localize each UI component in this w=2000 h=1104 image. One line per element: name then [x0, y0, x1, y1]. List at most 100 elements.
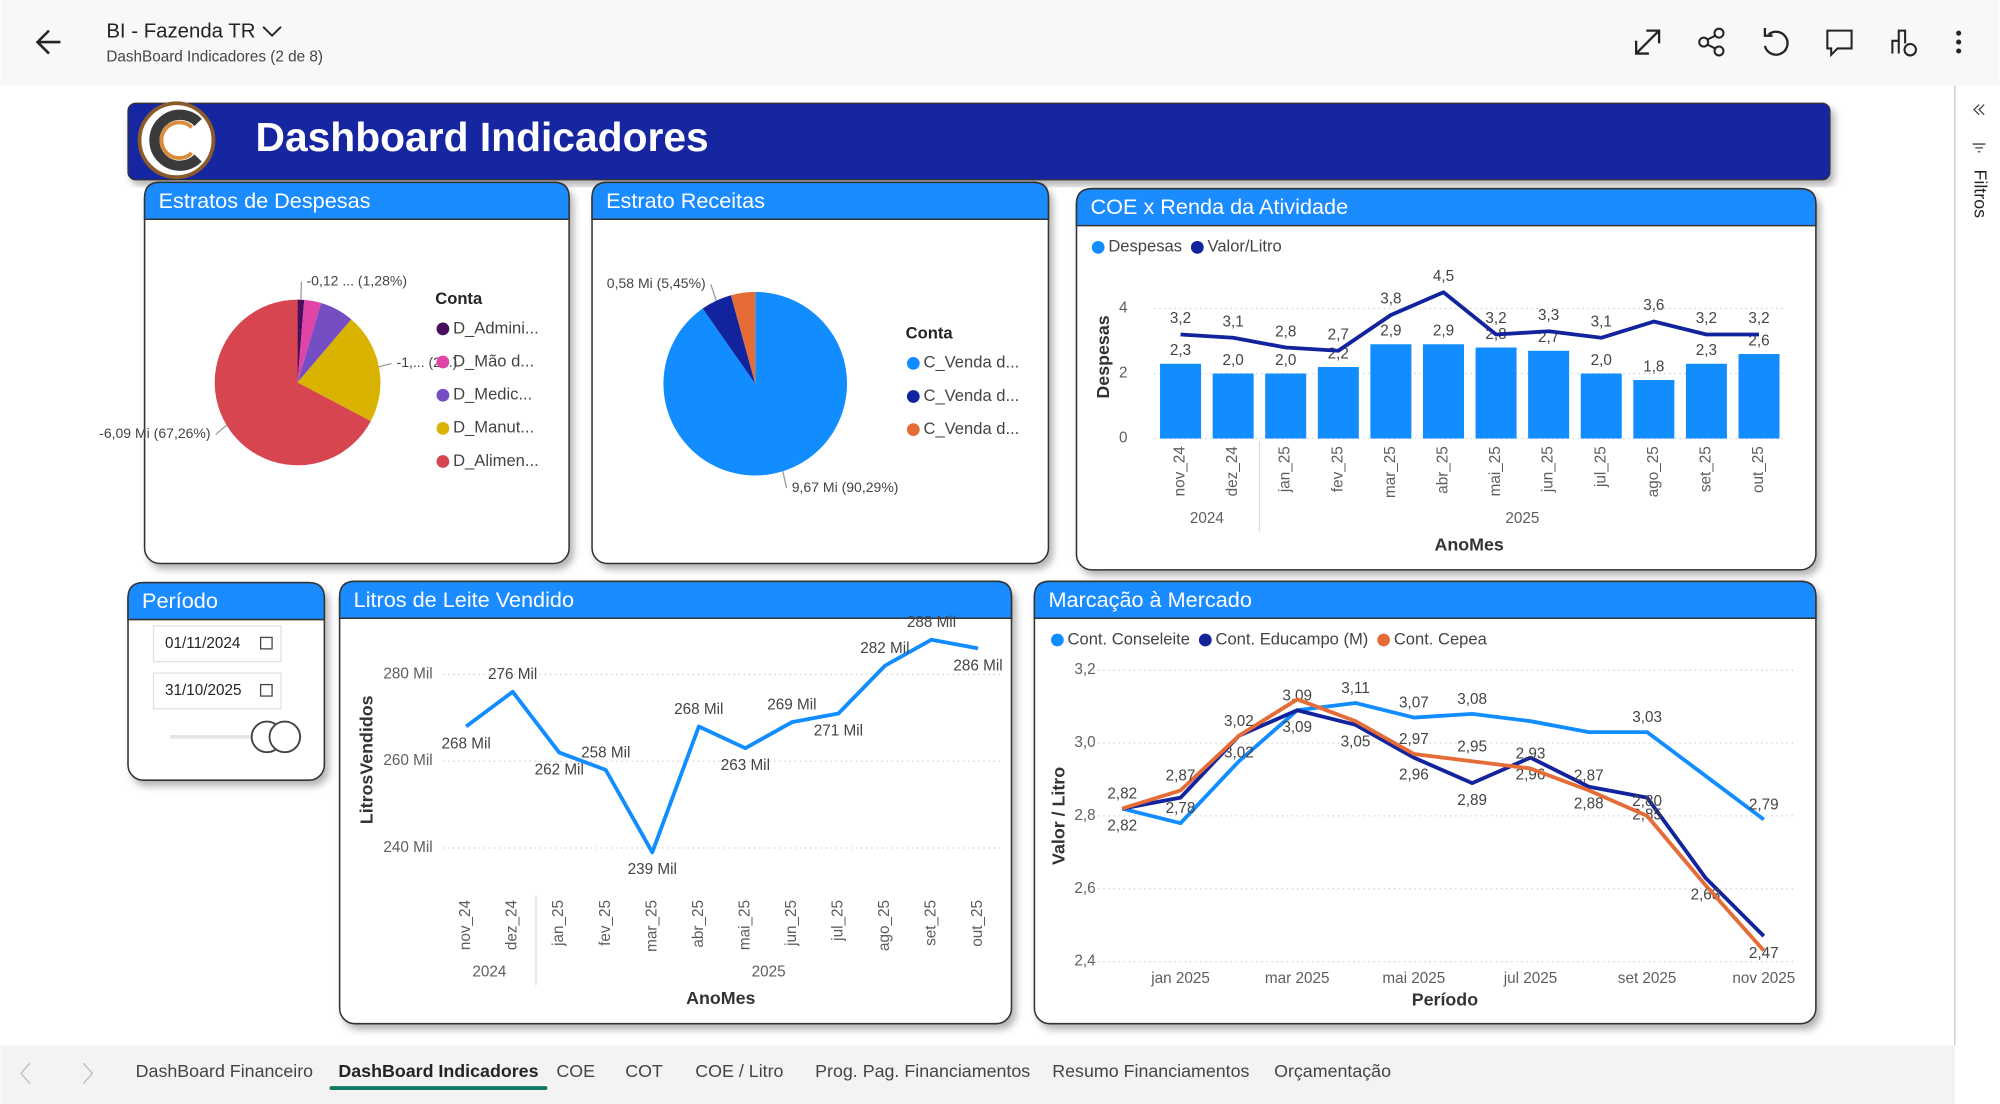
legend-label[interactable]: Cont. Educampo (M): [1216, 629, 1369, 648]
data-label: 2,95: [1457, 738, 1487, 755]
back-button[interactable]: [35, 29, 61, 55]
tab-prev[interactable]: [20, 1062, 31, 1085]
card-header: [1075, 187, 1817, 227]
legend-label[interactable]: C_Venda d...: [924, 353, 1020, 372]
x-tick-label: abr_25: [690, 900, 707, 948]
data-label: 9,67 Mi (90,29%): [792, 479, 899, 495]
data-label: 286 Mil: [953, 657, 1002, 674]
filter-icon: [1972, 143, 1986, 153]
page-tab[interactable]: Resumo Financiamentos: [1052, 1061, 1249, 1081]
legend-label[interactable]: Valor/Litro: [1208, 237, 1282, 256]
data-label: 2,3: [1170, 342, 1191, 359]
legend-label[interactable]: D_Manut...: [453, 418, 534, 437]
page-tab[interactable]: Orçamentação: [1274, 1061, 1391, 1081]
filter-collapse[interactable]: [1973, 104, 1985, 116]
slider-handle[interactable]: [268, 720, 302, 754]
x-tick-label: mai 2025: [1382, 970, 1445, 987]
report-title[interactable]: BI - Fazenda TR: [106, 20, 255, 42]
y-axis-title: Despesas: [1093, 315, 1113, 398]
x-tick-label: mar_25: [1382, 446, 1399, 498]
legend-label[interactable]: Cont. Cepea: [1394, 629, 1488, 648]
bar: [1475, 347, 1517, 439]
x-tick-label: jul_25: [1592, 446, 1609, 488]
calendar-icon[interactable]: [259, 636, 273, 650]
y-axis-title: LitrosVendidos: [356, 695, 376, 824]
x-tick-label: ago_25: [876, 900, 893, 951]
card: [338, 580, 1013, 1025]
x-axis-title: Período: [1412, 989, 1478, 1009]
expand-button[interactable]: [1634, 29, 1661, 55]
y-tick-label: 2,4: [1074, 953, 1096, 970]
legend-label[interactable]: C_Venda d...: [924, 419, 1020, 438]
date-input[interactable]: [152, 625, 282, 663]
data-label: 3,09: [1282, 719, 1312, 736]
data-label: 2,88: [1574, 796, 1604, 813]
pie-slice: [297, 299, 322, 383]
page-tab[interactable]: DashBoard Indicadores: [338, 1061, 538, 1081]
data-label: 3,3: [1538, 307, 1559, 324]
y-tick-label: 2,6: [1074, 880, 1095, 897]
title-dropdown[interactable]: [262, 26, 282, 38]
tab-next[interactable]: [82, 1062, 94, 1085]
data-label: 2,0: [1591, 352, 1612, 369]
date-input[interactable]: [152, 672, 282, 710]
page-tab[interactable]: COE / Litro: [695, 1061, 783, 1081]
page-tab[interactable]: DashBoard Financeiro: [136, 1061, 313, 1081]
legend-label[interactable]: D_Mão d...: [453, 351, 534, 370]
legend-label[interactable]: D_Medic...: [453, 385, 532, 404]
legend-marker: [436, 322, 450, 336]
date-value: 31/10/2025: [165, 682, 241, 699]
x-tick-label: jun_25: [783, 900, 800, 947]
bar: [1528, 350, 1570, 439]
data-label: 3,8: [1380, 291, 1401, 308]
data-label: 0,58 Mi (5,45%): [607, 275, 706, 291]
y-tick-label: 2: [1119, 365, 1128, 382]
legend-label[interactable]: Cont. Conseleite: [1068, 629, 1190, 648]
date-value: 01/11/2024: [165, 635, 241, 652]
data-label: 3,6: [1643, 297, 1664, 314]
x-group-label: 2025: [1505, 510, 1539, 527]
x-tick-label: set_25: [1697, 446, 1714, 492]
legend-label[interactable]: Despesas: [1108, 237, 1182, 256]
data-label: 2,0: [1275, 352, 1296, 369]
data-label: 2,96: [1399, 766, 1429, 783]
x-tick-label: ago_25: [1645, 446, 1662, 497]
pie-slice: [214, 299, 371, 466]
comment-button[interactable]: [1826, 29, 1853, 58]
insights-button[interactable]: [1891, 29, 1917, 57]
x-tick-label: nov 2025: [1732, 970, 1795, 987]
legend-label[interactable]: D_Alimen...: [453, 451, 539, 470]
pie-slice: [297, 299, 305, 383]
card-header: [127, 581, 326, 621]
legend-marker: [436, 455, 450, 468]
share-button[interactable]: [1698, 27, 1725, 57]
filter-pane-label[interactable]: Filtros: [1970, 170, 1990, 219]
data-label: 2,89: [1457, 792, 1487, 809]
data-label: 263 Mil: [721, 757, 770, 774]
data-label: 3,07: [1399, 695, 1429, 712]
more-button[interactable]: [1956, 30, 1962, 54]
page-tab[interactable]: COE: [556, 1061, 595, 1081]
data-label: 3,08: [1457, 691, 1487, 708]
card-header: [143, 181, 570, 221]
legend-marker: [1190, 240, 1204, 254]
data-label: 282 Mil: [860, 640, 909, 657]
y-tick-label: 260 Mil: [383, 752, 432, 769]
bar: [1580, 373, 1622, 439]
data-label: 3,05: [1341, 734, 1371, 751]
legend-label[interactable]: D_Admini...: [453, 318, 539, 337]
x-tick-label: abr_25: [1435, 446, 1452, 494]
data-label: 2,82: [1107, 786, 1137, 803]
bar: [1160, 363, 1202, 439]
x-tick-label: set_25: [923, 900, 940, 946]
calendar-icon[interactable]: [259, 683, 273, 697]
page-tab[interactable]: COT: [625, 1061, 663, 1081]
legend-marker: [1050, 633, 1064, 647]
data-label: 3,11: [1341, 680, 1370, 697]
x-tick-label: mai_25: [1487, 446, 1504, 496]
page-tab[interactable]: Prog. Pag. Financiamentos: [815, 1061, 1030, 1081]
card-title: Litros de Leite Vendido: [354, 587, 574, 612]
x-tick-label: jul 2025: [1503, 970, 1558, 987]
reset-button[interactable]: [1763, 28, 1789, 56]
legend-label[interactable]: C_Venda d...: [924, 386, 1020, 405]
